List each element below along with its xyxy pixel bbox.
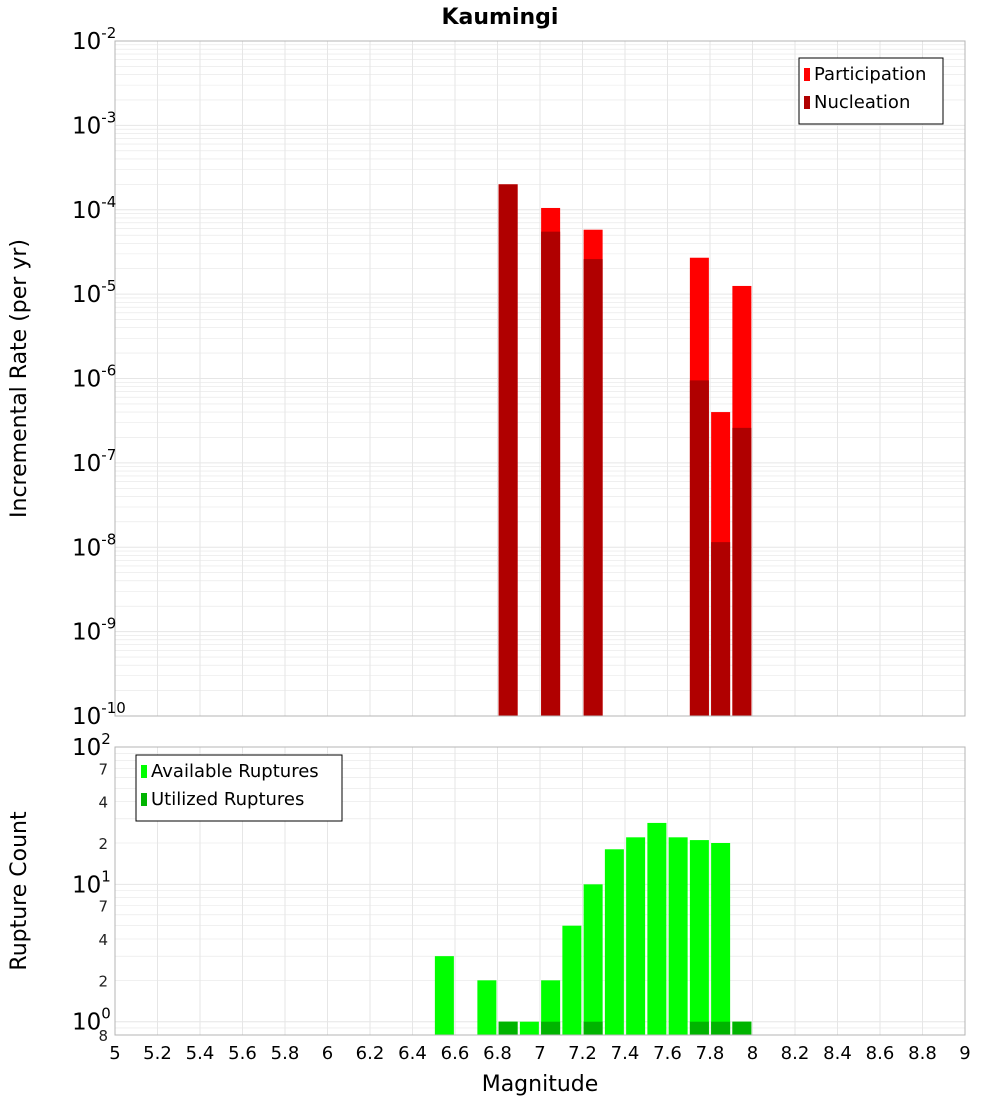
x-tick-label: 7.4 [611,1043,640,1064]
x-tick-label: 5.4 [186,1043,215,1064]
available-bar [583,884,603,1035]
nucleation-bar [732,427,752,716]
available-bar [647,822,667,1035]
rate-grid [114,41,966,717]
x-tick-label: 7.6 [653,1043,682,1064]
x-tick-label: 5 [109,1043,120,1064]
x-tick-label: 5.8 [271,1043,300,1064]
available-bar [477,980,497,1035]
x-tick-label: 6.2 [356,1043,385,1064]
y-tick-label: 10-2 [72,24,116,55]
y-tick-label: 10-10 [72,699,126,730]
available-bar [626,837,646,1035]
y-minor-tick-label: 2 [98,972,108,990]
count-y-tick-labels: 100 101 102 8 2 4 7 2 4 7 [72,730,111,1045]
y-tick-label: 102 [72,730,111,761]
y-tick-label: 10-7 [72,446,116,477]
y-minor-tick-label: 8 [98,1027,108,1045]
nucleation-bar [541,231,561,716]
legend-swatch [804,68,810,81]
rate-y-tick-labels: 10-10 10-9 10-8 10-7 10-6 10-5 10-4 10-3 10-2 [72,24,126,730]
x-tick-label: 7.8 [696,1043,725,1064]
x-tick-label: 9 [959,1043,970,1064]
y-tick-label: 10-4 [72,193,116,224]
available-bar [604,849,624,1035]
utilized-bar [583,1021,603,1035]
x-tick-label: 7 [534,1043,545,1064]
count-bars [434,822,752,1035]
legend-swatch [141,793,147,806]
x-tick-label: 5.6 [228,1043,257,1064]
nucleation-bar [711,542,731,716]
rate-legend: Participation Nucleation [798,57,944,125]
utilized-bar [711,1021,731,1035]
legend-swatch [141,765,147,778]
x-tick-label: 7.2 [568,1043,597,1064]
available-bar [541,980,561,1035]
rate-chart: 10-10 10-9 10-8 10-7 10-6 10-5 10-4 10-3 10-2 Inc… [7,24,966,730]
available-bar [689,840,709,1035]
y-tick-label: 100 [72,1005,111,1036]
legend-label: Available Ruptures [151,761,319,782]
y-minor-tick-label: 4 [98,794,108,812]
x-tick-labels: 5 5.2 5.4 5.6 5.8 6 6.2 6.4 6.6 6.8 7 7.2 7.4 7.6 7.8 8… [109,1043,970,1064]
y-minor-tick-label: 7 [98,898,108,916]
nucleation-bar [498,184,518,717]
y-tick-label: 10-6 [72,362,116,393]
x-tick-label: 8.2 [781,1043,810,1064]
x-axis-label: Magnitude [482,1072,599,1097]
legend-box [135,754,343,822]
nucleation-bar [689,380,709,716]
y-tick-label: 10-5 [72,277,116,308]
utilized-bar [689,1021,709,1035]
utilized-bar [732,1021,752,1035]
y-tick-label: 10-3 [72,108,116,139]
x-tick-label: 8.8 [908,1043,937,1064]
available-bar [519,1021,539,1035]
nucleation-bar [583,259,603,716]
legend-label: Nucleation [814,92,910,113]
count-legend: Available Ruptures Utilized Ruptures [135,754,343,822]
available-bar [668,837,688,1035]
legend-label: Participation [814,64,926,85]
y-tick-label: 10-9 [72,615,116,646]
chart-title: Kaumingi [442,5,559,30]
legend-swatch [804,96,810,109]
available-bar [711,843,731,1035]
x-tick-label: 8 [747,1043,758,1064]
y-tick-label: 101 [72,867,111,898]
legend-box [798,57,944,125]
available-bar [562,925,582,1035]
y-minor-tick-label: 4 [98,931,108,949]
x-tick-label: 5.2 [143,1043,172,1064]
count-plot-frame [114,746,966,1036]
utilized-bar [541,1021,561,1035]
rate-bars [498,184,752,717]
x-tick-label: 6 [322,1043,333,1064]
y-minor-tick-label: 2 [98,835,108,853]
x-tick-label: 8.4 [823,1043,852,1064]
rate-plot-frame [114,40,966,717]
x-tick-label: 6.4 [398,1043,427,1064]
available-bar [434,956,454,1035]
rate-y-axis-label: Incremental Rate (per yr) [7,239,32,518]
x-tick-label: 8.6 [866,1043,895,1064]
x-tick-label: 6.8 [483,1043,512,1064]
x-tick-label: 6.6 [441,1043,470,1064]
y-tick-label: 10-8 [72,530,116,561]
y-minor-tick-label: 7 [98,760,108,778]
legend-label: Utilized Ruptures [151,789,304,810]
utilized-bar [498,1021,518,1035]
count-y-axis-label: Rupture Count [7,811,32,971]
